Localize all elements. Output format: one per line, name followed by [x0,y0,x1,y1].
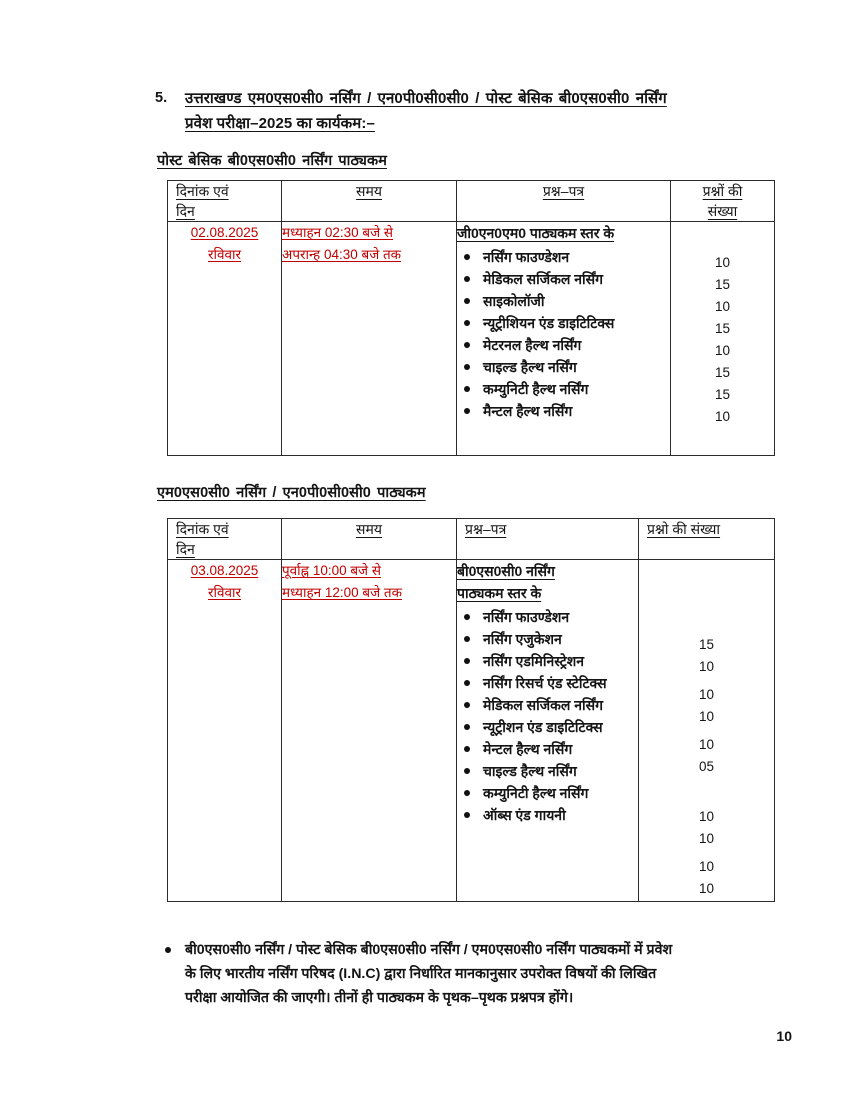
footer-note-line-3: परीक्षा आयोजित की जाएगी। तीनों ही पाठ्यक… [185,990,574,1006]
question-count: 10 [714,299,731,314]
list-item: नर्सिंग फाउण्डेशन [457,246,670,268]
subject-list: नर्सिंग फाउण्डेशन नर्सिंग एजुकेशन नर्सिं… [457,606,638,826]
footer-note: बी0एस0सी0 नर्सिंग / पोस्ट बेसिक बी0एस0सी… [163,938,790,1010]
list-item: न्यूट्रीशन एंड डाइटिटिक्स [457,716,615,738]
question-count: 10 [698,809,715,824]
question-count: 05 [698,759,715,774]
table-header-row: दिनांक एवं दिन समय प्रश्न–पत्र प्रश्नों … [167,180,775,222]
paper-level-title: बी0एस0सी0 नर्सिंग पाठ्यकम स्तर के [457,560,638,604]
question-count: 10 [698,737,715,752]
exam-time-line-2: अपरान्ह 04:30 बजे तक [282,247,402,262]
exam-time-line-1: पूर्वाह्न 10:00 बजे से [282,563,381,578]
exam-day-value: रविवार [207,247,242,262]
schedule-table-post-basic-bsc: दिनांक एवं दिन समय प्रश्न–पत्र प्रश्नों … [167,180,775,456]
subject-list: नर्सिंग फाउण्डेशन मेडिकल सर्जिकल नर्सिंग… [457,246,670,422]
table-header-row: दिनांक एवं दिन समय प्रश्न–पत्र प्रश्नो क… [167,518,775,560]
paper-level-title-line-2: पाठ्यकम स्तर के [457,585,542,601]
paper-level-title: जी0एन0एम0 पाठ्यकम स्तर के [457,225,615,241]
page-number: 10 [776,1028,792,1044]
section-title-line-2: प्रवेश परीक्षा–2025 का कार्यकम:– [185,115,375,132]
question-count: 15 [714,321,731,336]
cell-exam-date: 03.08.2025 रविवार [167,559,282,902]
header-question-count: प्रश्नो की संख्या [638,518,775,560]
question-count: 10 [698,859,715,874]
header-question-count-line-1: प्रश्नों की [702,183,743,199]
section-title: उत्तराखण्ड एम0एस0सी0 नर्सिंग / एन0पी0सी0… [185,86,795,136]
cell-exam-time: पूर्वाह्न 10:00 बजे से मध्याहन 12:00 बजे… [281,559,457,902]
exam-time-line-2: मध्याहन 12:00 बजे तक [282,585,402,600]
question-count: 15 [714,277,731,292]
list-item: साइकोलॉजी [457,290,670,312]
header-time: समय [281,518,457,560]
header-question-count-line-2: संख्या [707,203,738,219]
cell-exam-time: मध्याहन 02:30 बजे से अपरान्ह 04:30 बजे त… [281,221,457,456]
cell-exam-date: 02.08.2025 रविवार [167,221,282,456]
list-item: चाइल्ड हैल्थ नर्सिंग [457,356,670,378]
header-date-day-line-2: दिन [176,203,195,219]
question-count: 10 [698,687,715,702]
list-item: मैन्टल हैल्थ नर्सिंग [457,400,670,422]
header-question-count: प्रश्नों की संख्या [670,180,775,222]
list-item: ऑब्स एंड गायनी [457,804,638,826]
cell-question-counts: 10 15 10 15 10 15 15 10 [670,221,775,456]
exam-date-value: 02.08.2025 [190,225,259,240]
header-date-day: दिनांक एवं दिन [167,518,282,560]
table-1-caption: पोस्ट बेसिक बी0एस0सी0 नर्सिंग पाठ्यकम [157,153,387,169]
question-count: 10 [714,255,731,270]
question-count-stack: 15 10 10 10 10 05 10 10 10 10 [639,560,774,900]
section-number: 5. [155,90,168,106]
question-count: 15 [698,637,715,652]
question-count: 10 [714,409,731,424]
footer-note-line-1: बी0एस0सी0 नर्सिंग / पोस्ट बेसिक बी0एस0सी… [185,942,673,958]
header-paper: प्रश्न–पत्र [456,518,639,560]
cell-paper-subjects: बी0एस0सी0 नर्सिंग पाठ्यकम स्तर के नर्सिं… [456,559,639,902]
list-item: कम्युनिटी हैल्थ नर्सिंग [457,378,670,400]
exam-date-value: 03.08.2025 [190,563,259,578]
list-item: मेडिकल सर्जिकल नर्सिंग [457,694,623,716]
list-item: नर्सिंग एडमिनिस्ट्रेशन [457,650,638,672]
paper-level-title-line-1: बी0एस0सी0 नर्सिंग [457,563,555,579]
list-item: नर्सिंग रिसर्च एंड स्टेटिक्स [457,672,633,694]
header-date-day-line-1: दिनांक एवं [176,521,229,537]
header-time: समय [281,180,457,222]
question-count: 10 [698,659,715,674]
list-item: नर्सिंग फाउण्डेशन [457,606,638,628]
exam-time-line-1: मध्याहन 02:30 बजे से [282,225,394,240]
header-date-day-line-1: दिनांक एवं [176,183,229,199]
list-item: चाइल्ड हैल्थ नर्सिंग [457,760,638,782]
table-row: 03.08.2025 रविवार पूर्वाह्न 10:00 बजे से… [167,559,775,902]
schedule-table-msc-npcc: दिनांक एवं दिन समय प्रश्न–पत्र प्रश्नो क… [167,518,775,902]
list-item: न्यूट्रीशियन एंड डाइटिटिक्स [457,312,670,334]
question-count: 10 [698,881,715,896]
footer-note-line-2: के लिए भारतीय नर्सिंग परिषद (I.N.C) द्वा… [185,966,657,982]
bullet-icon [163,938,185,962]
table-2-caption: एम0एस0सी0 नर्सिंग / एन0पी0सी0सी0 पाठ्यकम [157,485,426,501]
list-item: कम्युनिटी हैल्थ नर्सिंग [457,782,638,804]
list-item: नर्सिंग एजुकेशन [457,628,638,650]
list-item: मेन्टल हैल्थ नर्सिंग [457,738,638,760]
list-item: मेटरनल हैल्थ नर्सिंग [457,334,670,356]
question-count: 10 [698,831,715,846]
table-row: 02.08.2025 रविवार मध्याहन 02:30 बजे से अ… [167,221,775,456]
section-title-line-1: उत्तराखण्ड एम0एस0सी0 नर्सिंग / एन0पी0सी0… [185,90,667,107]
question-count: 10 [714,343,731,358]
header-paper: प्रश्न–पत्र [456,180,671,222]
cell-paper-subjects: जी0एन0एम0 पाठ्यकम स्तर के नर्सिंग फाउण्ड… [456,221,671,456]
question-count: 15 [714,387,731,402]
question-count: 10 [698,709,715,724]
list-item: मेडिकल सर्जिकल नर्सिंग [457,268,670,290]
footer-note-text: बी0एस0सी0 नर्सिंग / पोस्ट बेसिक बी0एस0सी… [185,938,790,1010]
header-date-day-line-2: दिन [176,541,195,557]
exam-day-value: रविवार [207,585,242,600]
section-heading-block: 5. उत्तराखण्ड एम0एस0सी0 नर्सिंग / एन0पी0… [155,86,795,136]
question-count-stack: 10 15 10 15 10 15 15 10 [671,222,774,428]
question-count: 15 [714,365,731,380]
cell-question-counts: 15 10 10 10 10 05 10 10 10 10 [638,559,775,902]
header-date-day: दिनांक एवं दिन [167,180,282,222]
